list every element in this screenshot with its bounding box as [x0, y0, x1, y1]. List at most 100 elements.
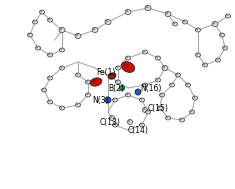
Ellipse shape — [176, 73, 180, 77]
Ellipse shape — [143, 83, 145, 85]
Ellipse shape — [125, 9, 131, 15]
Ellipse shape — [40, 10, 42, 12]
Ellipse shape — [60, 48, 62, 50]
Ellipse shape — [126, 56, 128, 58]
Ellipse shape — [125, 56, 130, 60]
Ellipse shape — [165, 12, 171, 16]
Ellipse shape — [192, 96, 197, 100]
Ellipse shape — [113, 123, 118, 127]
Ellipse shape — [226, 14, 231, 18]
Ellipse shape — [219, 33, 224, 37]
Ellipse shape — [59, 48, 64, 52]
Ellipse shape — [158, 106, 160, 108]
Ellipse shape — [142, 50, 148, 54]
Text: B(2): B(2) — [108, 84, 124, 92]
Ellipse shape — [59, 66, 64, 70]
Ellipse shape — [143, 50, 145, 52]
Ellipse shape — [183, 20, 185, 22]
Text: C(15): C(15) — [148, 104, 169, 112]
Ellipse shape — [189, 110, 195, 114]
Ellipse shape — [59, 28, 62, 30]
Ellipse shape — [223, 46, 225, 48]
Ellipse shape — [113, 98, 118, 102]
Ellipse shape — [92, 28, 98, 33]
Ellipse shape — [196, 28, 198, 30]
Ellipse shape — [193, 96, 195, 98]
Ellipse shape — [106, 20, 108, 22]
Ellipse shape — [75, 73, 81, 77]
Ellipse shape — [140, 123, 142, 125]
Ellipse shape — [156, 78, 158, 80]
Ellipse shape — [162, 66, 165, 68]
Ellipse shape — [48, 18, 50, 20]
Ellipse shape — [39, 10, 44, 14]
Ellipse shape — [126, 93, 128, 95]
Ellipse shape — [176, 73, 178, 75]
Ellipse shape — [110, 115, 114, 121]
Ellipse shape — [220, 33, 222, 35]
Ellipse shape — [156, 78, 161, 82]
Ellipse shape — [120, 85, 125, 91]
Ellipse shape — [166, 116, 168, 118]
Ellipse shape — [47, 53, 52, 57]
Ellipse shape — [28, 33, 30, 35]
Ellipse shape — [113, 123, 115, 125]
Ellipse shape — [140, 123, 145, 127]
Ellipse shape — [75, 34, 78, 36]
Ellipse shape — [86, 93, 88, 95]
Ellipse shape — [180, 118, 184, 122]
Ellipse shape — [160, 93, 162, 95]
Ellipse shape — [128, 119, 133, 125]
Ellipse shape — [125, 10, 128, 12]
Ellipse shape — [196, 53, 198, 55]
Text: N(16): N(16) — [140, 84, 161, 92]
Ellipse shape — [180, 118, 182, 120]
Ellipse shape — [157, 106, 162, 110]
Ellipse shape — [32, 20, 38, 24]
Ellipse shape — [86, 93, 90, 97]
Ellipse shape — [48, 76, 50, 78]
Text: N(3): N(3) — [92, 95, 109, 105]
Text: Fe(1): Fe(1) — [96, 67, 115, 77]
Ellipse shape — [76, 103, 78, 105]
Ellipse shape — [60, 66, 62, 68]
Ellipse shape — [48, 100, 50, 102]
Ellipse shape — [215, 58, 220, 62]
Ellipse shape — [216, 58, 218, 60]
Ellipse shape — [42, 88, 44, 90]
Ellipse shape — [190, 110, 192, 112]
Ellipse shape — [110, 116, 112, 118]
Ellipse shape — [105, 97, 111, 103]
Ellipse shape — [86, 80, 88, 82]
Ellipse shape — [170, 83, 172, 85]
Ellipse shape — [90, 78, 102, 86]
Ellipse shape — [108, 73, 116, 79]
Ellipse shape — [143, 108, 145, 110]
Ellipse shape — [160, 93, 164, 97]
Ellipse shape — [27, 33, 32, 37]
Ellipse shape — [196, 53, 200, 57]
Ellipse shape — [116, 66, 118, 68]
Ellipse shape — [115, 66, 121, 70]
Ellipse shape — [75, 33, 81, 39]
Ellipse shape — [60, 106, 62, 108]
Ellipse shape — [183, 20, 188, 24]
Ellipse shape — [165, 116, 171, 120]
Ellipse shape — [223, 46, 227, 50]
Ellipse shape — [196, 28, 200, 32]
Ellipse shape — [203, 63, 205, 65]
Ellipse shape — [47, 100, 52, 104]
Ellipse shape — [125, 93, 130, 97]
Ellipse shape — [92, 79, 97, 83]
Ellipse shape — [76, 73, 78, 75]
Ellipse shape — [93, 28, 95, 30]
Ellipse shape — [162, 66, 168, 70]
Ellipse shape — [203, 63, 208, 67]
Ellipse shape — [128, 120, 130, 122]
Ellipse shape — [105, 19, 111, 25]
Ellipse shape — [36, 46, 38, 48]
Ellipse shape — [47, 76, 52, 80]
Ellipse shape — [59, 106, 64, 110]
Ellipse shape — [42, 88, 47, 92]
Ellipse shape — [86, 80, 90, 84]
